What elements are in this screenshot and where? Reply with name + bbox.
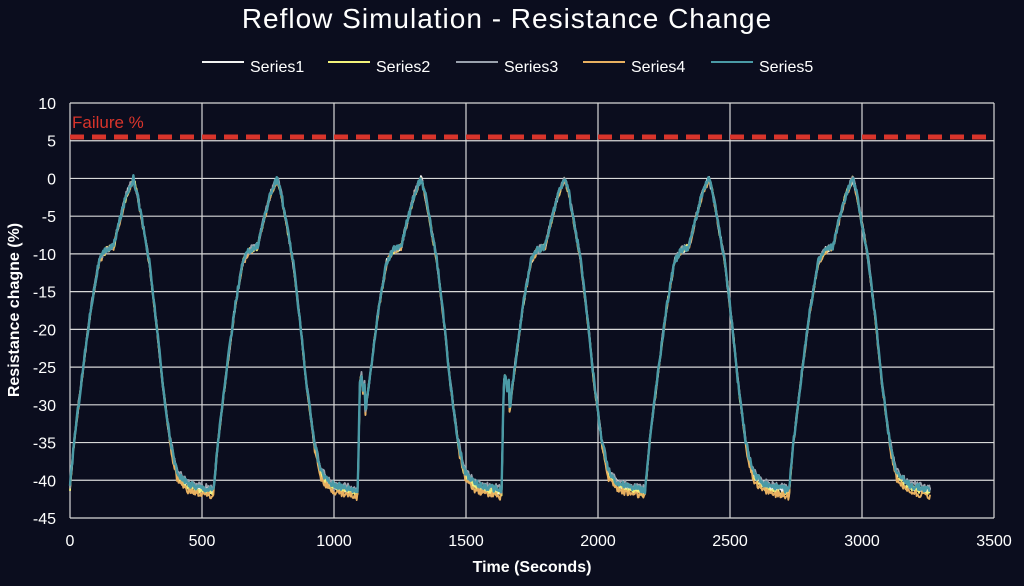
x-tick-label: 3000 <box>844 533 880 550</box>
failure-threshold-label: Failure % <box>72 113 144 132</box>
y-tick-label: -15 <box>33 285 56 302</box>
y-axis-label: Resistance chagne (%) <box>6 223 23 397</box>
x-tick-label: 2000 <box>580 533 616 550</box>
series-line-series5 <box>68 174 931 495</box>
y-tick-label: 0 <box>47 171 56 188</box>
y-tick-label: 10 <box>38 96 56 113</box>
series-line-series3 <box>69 174 931 494</box>
series-line-series2 <box>69 175 931 498</box>
legend-entry: Series2 <box>376 59 430 76</box>
x-tick-label: 3500 <box>976 533 1012 550</box>
series-line-series4 <box>69 175 931 501</box>
axes: 10 5 0 -5 -10 -15 -20 -25 -30 -35 -40 -45 0 500 1000 15… <box>33 96 1012 550</box>
x-tick-label: 500 <box>189 533 216 550</box>
threshold-layer: Failure % <box>70 113 994 140</box>
legend-entry: Series1 <box>250 59 304 76</box>
y-tick-label: -40 <box>33 473 56 490</box>
x-tick-label: 2500 <box>712 533 748 550</box>
y-tick-label: -10 <box>33 247 56 264</box>
x-tick-label: 1500 <box>448 533 484 550</box>
x-axis-label: Time (Seconds) <box>473 559 592 576</box>
y-tick-label: -30 <box>33 398 56 415</box>
chart-title: Reflow Simulation - Resistance Change <box>242 3 772 34</box>
legend-entry: Series4 <box>631 59 685 76</box>
legend-entry: Series3 <box>504 59 558 76</box>
series-line-series1 <box>69 175 931 496</box>
x-tick-label: 1000 <box>316 533 352 550</box>
grid <box>69 102 995 519</box>
legend-entry: Series5 <box>759 59 813 76</box>
legend: Series1 Series2 Series3 Series4 Series5 <box>202 59 813 76</box>
y-tick-label: -20 <box>33 322 56 339</box>
y-tick-label: -25 <box>33 360 56 377</box>
y-tick-label: -45 <box>33 511 56 528</box>
y-tick-label: 5 <box>47 134 56 151</box>
x-tick-label: 0 <box>66 533 75 550</box>
series-layer <box>68 174 931 501</box>
y-tick-label: -5 <box>42 209 56 226</box>
y-tick-label: -35 <box>33 436 56 453</box>
